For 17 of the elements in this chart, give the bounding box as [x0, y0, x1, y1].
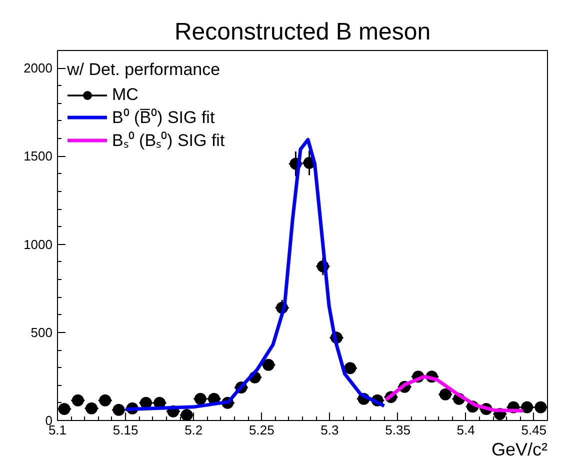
x-tick-label: 5.25: [249, 422, 274, 438]
x-tick-label: 5.45: [521, 422, 547, 438]
x-tick-label: 5.4: [456, 422, 475, 438]
legend-label: B⁰ (B̅⁰) SIG fit: [112, 107, 215, 128]
legend-title: w/ Det. performance: [67, 60, 222, 80]
x-tick-label: 5.3: [320, 422, 339, 438]
chart-title: Reconstructed B meson: [174, 18, 431, 46]
legend-label: Bₛ⁰ (Bₛ⁰) SIG fit: [112, 130, 225, 151]
legend-label: MC: [112, 85, 138, 105]
y-tick-label: 2000: [24, 60, 52, 76]
y-tick-label: 500: [30, 324, 53, 340]
x-tick-label: 5.15: [112, 422, 138, 438]
x-tick-label: 5.2: [184, 422, 203, 438]
x-tick-label: 5.35: [385, 422, 410, 438]
x-axis-title: GeV/c²: [491, 440, 548, 459]
y-tick-label: 1000: [24, 236, 52, 252]
y-tick-label: 1500: [24, 148, 52, 164]
